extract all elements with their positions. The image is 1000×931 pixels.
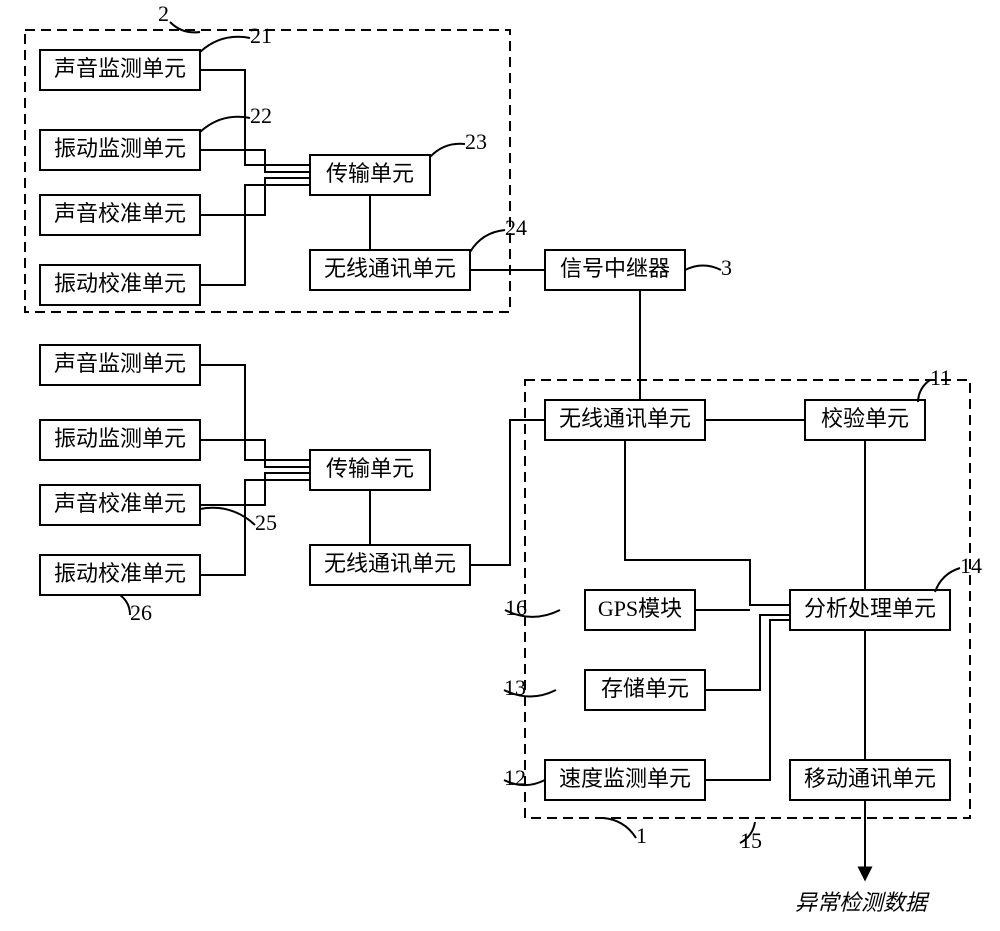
ref-n12: 12 [504, 765, 526, 790]
node-label-n25: 声音校准单元 [54, 491, 186, 516]
node-label-n_vm2: 振动监测单元 [54, 426, 186, 451]
ref-lead [200, 508, 255, 525]
block-diagram: 声音监测单元振动监测单元声音校准单元振动校准单元传输单元无线通讯单元声音监测单元… [0, 0, 1000, 931]
edge [200, 150, 310, 172]
node-label-n_am2: 声音监测单元 [54, 351, 186, 376]
node-label-n_sc1: 声音校准单元 [54, 201, 186, 226]
nodes-layer: 声音监测单元振动监测单元声音校准单元振动校准单元传输单元无线通讯单元声音监测单元… [40, 50, 950, 800]
node-label-n23: 传输单元 [326, 161, 414, 186]
node-label-n_wl2: 无线通讯单元 [324, 551, 456, 576]
ref-g1: 1 [636, 823, 647, 848]
edge [705, 620, 790, 780]
node-label-n15: 移动通讯单元 [804, 766, 936, 791]
node-label-n16: GPS模块 [598, 596, 682, 621]
output-label: 异常检测数据 [795, 890, 930, 915]
ref-n11: 11 [930, 365, 951, 390]
ref-lead [200, 37, 250, 52]
node-label-n_tr2: 传输单元 [326, 456, 414, 481]
ref-lead [430, 144, 465, 157]
ref-n15: 15 [740, 828, 762, 853]
node-label-n21: 声音监测单元 [54, 56, 186, 81]
ref-n26: 26 [130, 600, 152, 625]
edge [200, 440, 310, 467]
ref-lead [918, 380, 930, 402]
node-label-n26: 振动校准单元 [54, 561, 186, 586]
ref-lead [120, 595, 130, 615]
ref-lead [200, 117, 250, 132]
ref-lead [603, 818, 636, 838]
edge [200, 365, 310, 460]
edge [200, 185, 310, 285]
edge [470, 420, 545, 565]
ref-g2: 2 [158, 1, 169, 26]
output-layer: 异常检测数据 [795, 890, 930, 915]
node-label-n14: 分析处理单元 [804, 596, 936, 621]
node-label-n11: 校验单元 [821, 406, 909, 431]
ref-n24: 24 [505, 215, 527, 240]
ref-n13: 13 [504, 675, 526, 700]
ref-lead [685, 266, 721, 271]
node-label-n12: 速度监测单元 [559, 766, 691, 791]
edge [200, 473, 310, 505]
node-label-n_vc1: 振动校准单元 [54, 271, 186, 296]
edges-layer [200, 70, 865, 880]
edge [705, 615, 790, 690]
edge [200, 178, 310, 215]
node-label-n24: 无线通讯单元 [324, 256, 456, 281]
node-label-n13: 存储单元 [601, 676, 689, 701]
ref-lead [470, 230, 505, 252]
ref-n16: 16 [505, 595, 527, 620]
node-label-n_wl3: 无线通讯单元 [559, 406, 691, 431]
edge [625, 440, 790, 605]
ref-n14: 14 [960, 553, 982, 578]
node-label-n22: 振动监测单元 [54, 136, 186, 161]
ref-lead [935, 568, 960, 592]
ref-n3: 3 [721, 255, 732, 280]
node-label-n3: 信号中继器 [560, 256, 670, 281]
ref-n22: 22 [250, 103, 272, 128]
ref-n23: 23 [465, 129, 487, 154]
ref-n21: 21 [250, 23, 272, 48]
ref-n25: 25 [255, 510, 277, 535]
